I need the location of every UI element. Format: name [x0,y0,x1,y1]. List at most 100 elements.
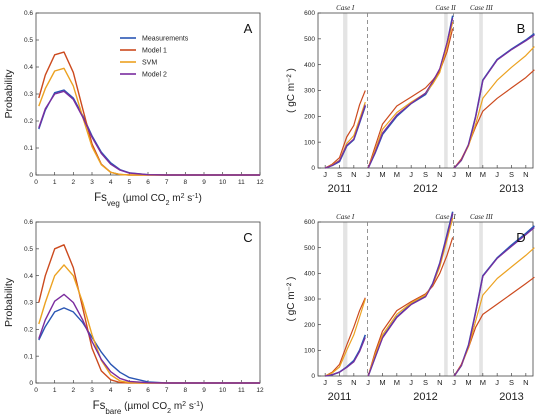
series-line-model2 [453,227,535,377]
month-label: M [480,170,486,179]
case-label: Case I [336,213,355,221]
case-label: Case II [435,213,456,221]
case-band [444,222,448,376]
x-label-sup: -1 [192,193,198,200]
month-label: S [509,378,514,387]
panel-letter: B [517,21,526,36]
x-tick-label: 11 [238,387,245,394]
panel-letter: A [244,21,253,36]
series-line-svm [38,67,260,176]
legend-label: SVM [142,60,157,67]
plot-frame [317,221,534,377]
case-band [444,13,448,168]
month-label: M [379,170,385,179]
month-label: J [366,170,370,179]
series-line-measurements [38,307,260,384]
case-label: Case III [470,213,493,221]
month-label: S [337,170,342,179]
x-tick-label: 10 [219,387,227,394]
month-label: M [480,378,486,387]
y-tick-label: 0.4 [24,273,33,280]
case-band [343,13,348,168]
x-tick-label: 12 [256,387,264,394]
month-label: M [379,378,385,387]
x-tick-label: 4 [109,179,113,186]
y-tick-label: 0.3 [24,300,33,307]
series-line-model2 [38,293,260,384]
month-label: N [437,170,442,179]
x-label-sub: veg [107,199,120,208]
x-tick-label: 6 [146,179,150,186]
month-label: N [523,170,528,179]
x-tick-label: 0 [34,387,38,394]
x-tick-label: 1 [53,387,57,394]
series-line-model1 [453,276,535,377]
x-label-part: (µmol CO [121,401,167,412]
x-label-part: Fs [94,192,107,204]
series-line-model2 [453,34,535,169]
x-tick-label: 2 [72,387,76,394]
x-axis-label: Fsveg (µmol CO2 m2 s-1) [94,192,202,208]
panel-letter: C [243,230,252,245]
month-label: M [465,170,471,179]
panel-letter: D [516,230,525,245]
series-line-model1 [324,297,366,377]
series-line-model1 [324,90,366,169]
series-line-model2 [324,104,366,169]
month-label: S [509,170,514,179]
x-label-part: Fs [93,400,106,412]
month-label: S [337,378,342,387]
y-tick-label: 0.5 [24,246,33,253]
x-tick-label: 3 [90,387,94,394]
y-tick-label: 300 [304,88,315,95]
x-tick-label: 1 [53,179,57,186]
y-tick-label: 0.2 [24,118,33,125]
series-line-svm [453,247,535,377]
series-line-model2 [367,18,454,169]
month-label: J [495,378,499,387]
month-label: J [323,170,327,179]
x-tick-label: 9 [202,387,206,394]
plot-frame [35,221,261,384]
x-label-part: (µmol CO [120,193,166,204]
x-tick-label: 5 [128,387,132,394]
year-label: 2011 [328,183,352,195]
case-band [479,222,483,376]
plot-frame [317,12,534,169]
y-tick-label: 200 [304,322,315,329]
x-tick-label: 2 [72,179,76,186]
x-label-part: ) [199,193,202,204]
legend: Measurements Model 1 SVM Model 2 [120,36,189,79]
y-tick-label: 300 [304,296,315,303]
y-tick-label: 0 [311,373,315,380]
y-tick-label: 600 [304,10,315,17]
x-tick-label: 8 [184,179,188,186]
y-axis-label: ( gC m⁻² ) [286,68,297,113]
month-label: N [351,170,356,179]
series-line-model2 [38,90,260,176]
y-tick-label: 500 [304,36,315,43]
x-label-part: s [186,401,194,412]
month-label: N [437,378,442,387]
x-label-sub: 2 [166,200,170,207]
x-label-part: ) [200,401,203,412]
series-line-svm [324,298,366,377]
x-tick-label: 3 [90,179,94,186]
x-tick-label: 0 [34,179,38,186]
x-tick-label: 7 [165,179,169,186]
series-line-model1 [38,244,260,384]
month-label: J [409,170,413,179]
legend-label: Model 1 [142,48,167,55]
year-label: 2013 [499,391,523,403]
x-label-part: s [185,193,193,204]
month-label: S [423,170,428,179]
panel-C: 0 1 2 3 4 5 6 7 8 9 10 11 1200.10.20.30.40.50.6Proba… [3,219,264,415]
series-line-svm [367,21,454,169]
month-label: J [495,170,499,179]
legend-label: Model 2 [142,72,167,79]
x-label-sub: bare [105,407,122,416]
month-label: N [351,378,356,387]
month-label: M [394,170,400,179]
x-tick-label: 10 [219,179,227,186]
